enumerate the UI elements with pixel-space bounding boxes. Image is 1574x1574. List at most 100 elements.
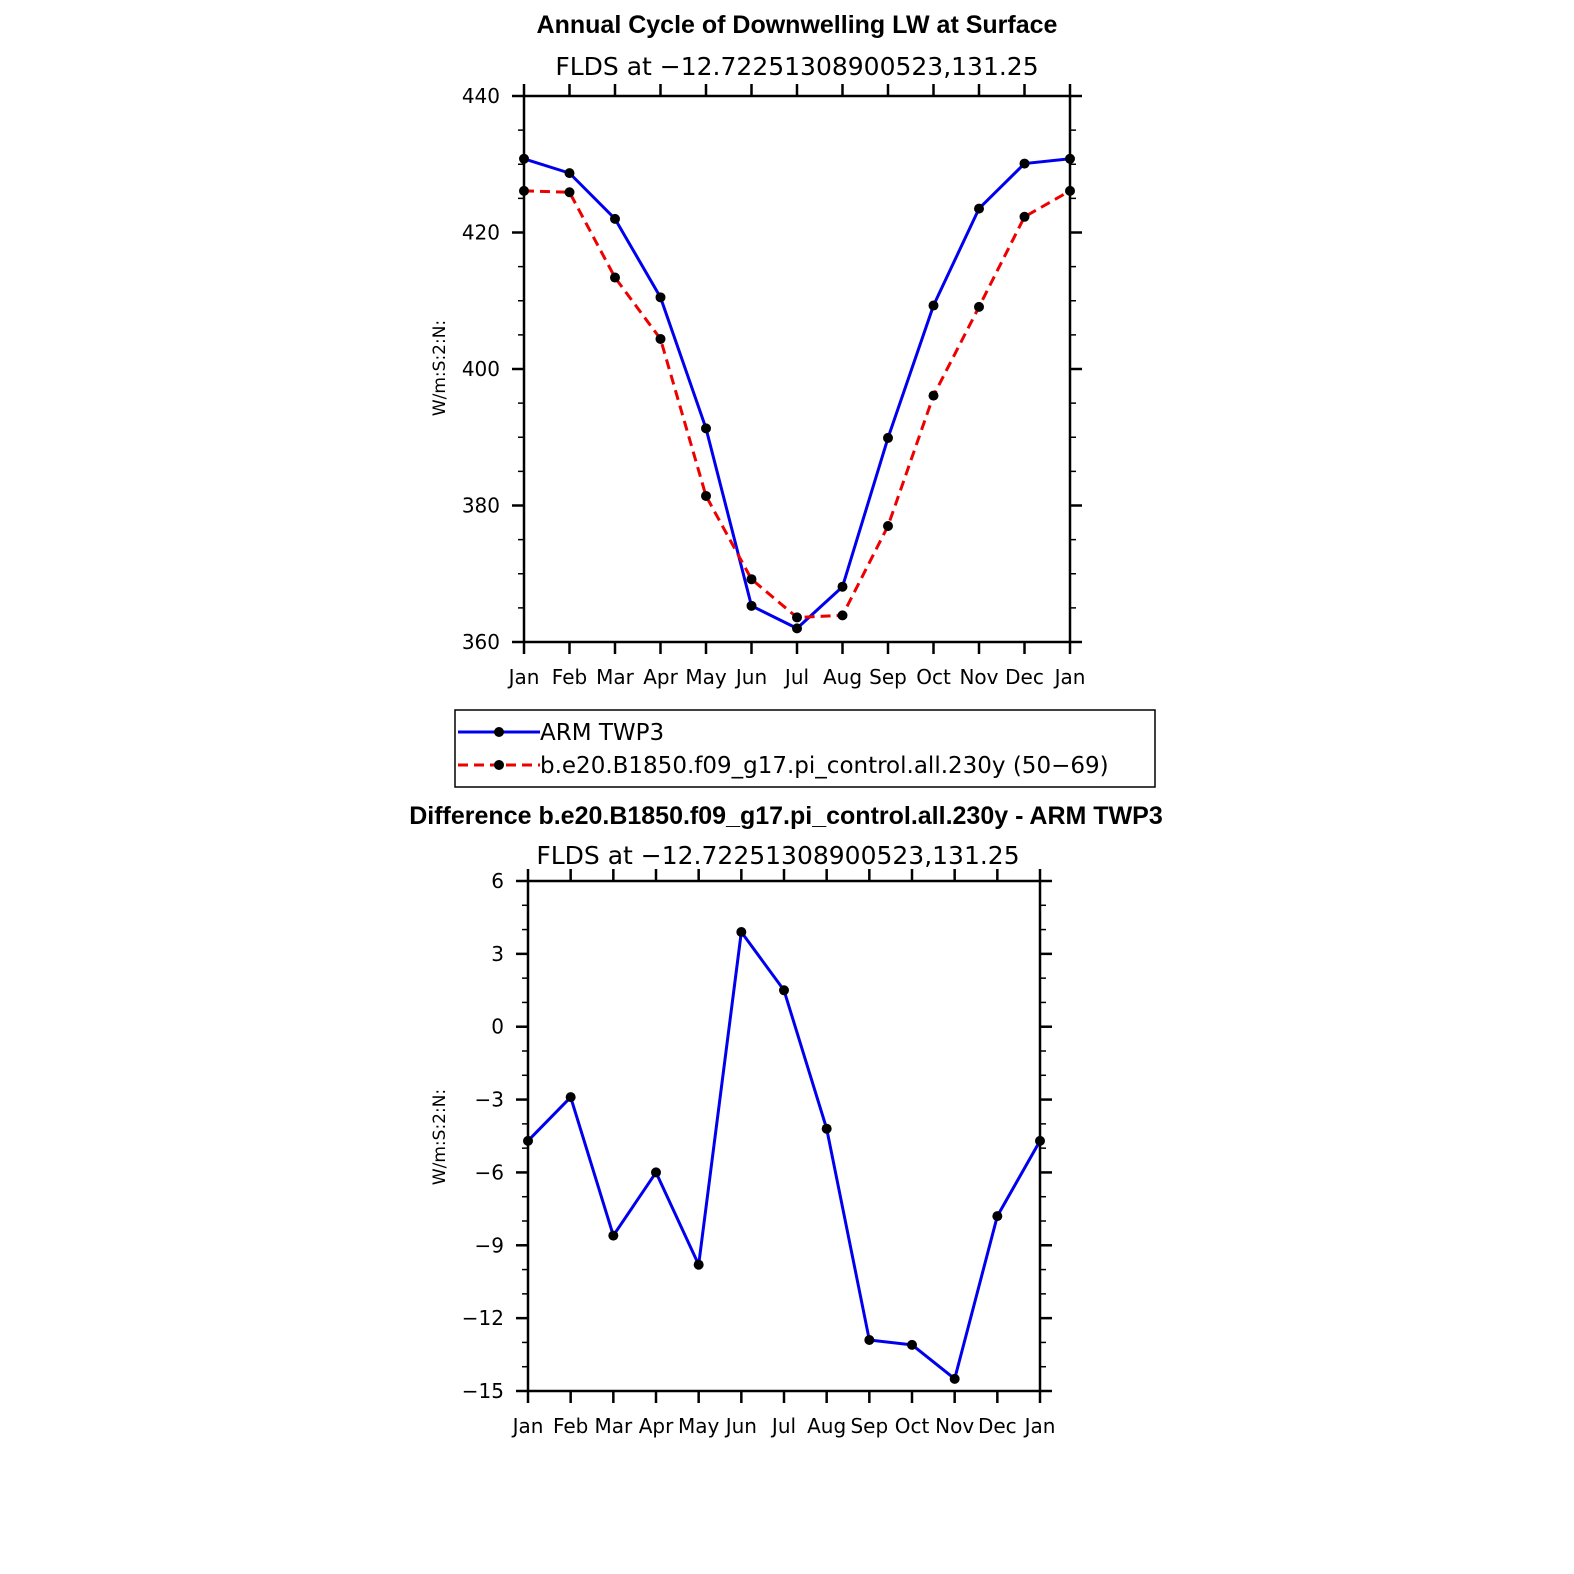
data-point-0 — [837, 581, 848, 592]
series-line-0 — [526, 930, 1042, 1381]
series-layer — [519, 153, 1075, 634]
data-point-0 — [974, 203, 984, 214]
x-tick-label: Feb — [553, 1414, 588, 1438]
x-tick-label: Jun — [734, 665, 767, 689]
x-tick-label: Feb — [552, 665, 587, 689]
data-point-0 — [821, 1123, 832, 1134]
x-tick-label: Dec — [978, 1414, 1017, 1438]
y-tick-labels: 360 380 400 420 440 — [462, 84, 500, 654]
y-tick-label: 0 — [491, 1015, 504, 1039]
series-line-0 — [523, 157, 1071, 630]
y-tick-label: 360 — [462, 630, 500, 654]
legend-box — [454, 709, 1156, 788]
data-point-1 — [655, 333, 666, 344]
data-point-0 — [907, 1339, 917, 1350]
x-tick-label: May — [678, 1414, 720, 1438]
x-tick-label: Jun — [724, 1414, 757, 1438]
data-point-1 — [883, 520, 893, 531]
data-point-0 — [610, 213, 620, 224]
x-tick-labels: Jan Feb Mar Apr May Jun Jul Aug Sep Oct Nov Dec Jan — [507, 665, 1086, 689]
y-tick-label: −3 — [475, 1088, 504, 1112]
y-tick-label: 380 — [462, 494, 500, 518]
x-tick-label: Nov — [935, 1414, 974, 1438]
y-tick-label: −6 — [475, 1160, 504, 1184]
data-point-0 — [693, 1259, 704, 1270]
data-point-0 — [565, 1092, 576, 1103]
y-tick-label: −15 — [462, 1379, 504, 1403]
data-point-1 — [519, 185, 529, 196]
x-tick-label: Jul — [770, 1414, 796, 1438]
x-tick-label: Apr — [643, 665, 678, 689]
y-axis-label: W/m:S:2:N: — [430, 320, 450, 416]
axis-ticks — [516, 869, 1052, 1403]
data-point-0 — [792, 623, 802, 634]
x-tick-label: Jan — [511, 1414, 544, 1438]
x-tick-label: Aug — [807, 1414, 846, 1438]
data-point-0 — [651, 1167, 661, 1178]
data-point-1 — [974, 301, 984, 312]
data-point-0 — [928, 300, 939, 311]
data-point-1 — [610, 272, 620, 283]
series-line-1 — [523, 189, 1071, 619]
x-tick-label: Sep — [869, 665, 907, 689]
data-point-0 — [655, 292, 666, 303]
x-tick-label: May — [685, 665, 727, 689]
y-tick-label: −12 — [462, 1306, 504, 1330]
chart-subtitle: FLDS at −12.72251308900523,131.25 — [555, 52, 1038, 81]
data-point-1 — [1019, 211, 1030, 222]
data-point-0 — [1035, 1135, 1045, 1146]
x-tick-label: Jul — [783, 665, 809, 689]
legend-entry-arm: ARM TWP3 — [540, 720, 664, 746]
data-point-1 — [746, 574, 757, 585]
y-axis-label: W/m:S:2:N: — [430, 1089, 450, 1185]
data-point-0 — [523, 1135, 533, 1146]
x-tick-label: Dec — [1005, 665, 1044, 689]
y-tick-label: 440 — [462, 84, 500, 108]
x-tick-label: Oct — [895, 1414, 930, 1438]
x-tick-label: Mar — [594, 1414, 633, 1438]
axis-ticks — [512, 84, 1082, 654]
data-point-0 — [701, 423, 711, 434]
x-tick-label: Jan — [507, 665, 540, 689]
y-tick-label: 3 — [491, 942, 504, 966]
data-point-0 — [1065, 153, 1075, 164]
data-point-1 — [1065, 185, 1075, 196]
x-tick-label: Jan — [1023, 1414, 1056, 1438]
data-point-0 — [746, 600, 757, 611]
chart-title: Annual Cycle of Downwelling LW at Surfac… — [537, 11, 1058, 39]
x-tick-label: Nov — [959, 665, 998, 689]
legend: ARM TWP3 b.e20.B1850.f09_g17.pi_control.… — [454, 709, 1156, 788]
x-tick-label: Apr — [639, 1414, 674, 1438]
data-point-0 — [992, 1211, 1003, 1222]
data-point-0 — [864, 1335, 875, 1345]
x-tick-label: Aug — [823, 665, 862, 689]
data-point-0 — [1019, 158, 1030, 169]
y-tick-label: 400 — [462, 357, 500, 381]
data-point-0 — [949, 1373, 960, 1384]
plot-frame — [526, 879, 1042, 1393]
data-point-1 — [928, 390, 939, 401]
data-point-0 — [519, 153, 529, 164]
data-point-0 — [564, 168, 575, 179]
x-tick-label: Jan — [1053, 665, 1086, 689]
data-point-0 — [736, 927, 747, 937]
x-tick-label: Sep — [850, 1414, 888, 1438]
plot-frame — [522, 94, 1072, 644]
y-tick-label: 6 — [491, 869, 504, 893]
data-point-0 — [883, 432, 893, 443]
y-tick-label: −9 — [475, 1233, 504, 1257]
data-point-0 — [779, 985, 789, 996]
x-tick-label: Oct — [916, 665, 951, 689]
data-point-1 — [564, 187, 575, 198]
legend-marker-arm — [494, 727, 504, 737]
legend-marker-model — [494, 760, 504, 770]
data-point-1 — [837, 610, 848, 621]
annual-cycle-chart: Annual Cycle of Downwelling LW at Surfac… — [430, 11, 1156, 788]
data-point-1 — [701, 490, 711, 501]
chart-title: Difference b.e20.B1850.f09_g17.pi_contro… — [409, 802, 1163, 830]
difference-chart: Difference b.e20.B1850.f09_g17.pi_contro… — [409, 802, 1163, 1438]
y-tick-labels: −15 −12 −9 −6 −3 0 3 6 — [462, 869, 504, 1403]
data-point-1 — [792, 612, 802, 623]
legend-entry-model: b.e20.B1850.f09_g17.pi_control.all.230y … — [540, 753, 1109, 779]
